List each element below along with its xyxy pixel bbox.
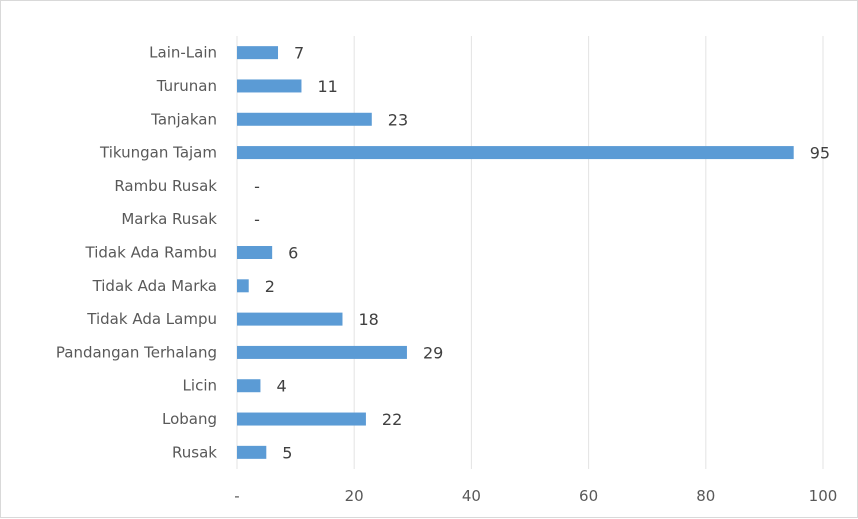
bar [237,312,343,326]
data-label: - [254,210,260,229]
data-label: 4 [276,377,286,396]
data-label: 7 [294,44,304,63]
data-label: 2 [265,277,275,296]
bar [237,112,372,126]
data-label: 29 [423,343,443,362]
bar [237,246,273,259]
category-label: Licin [183,377,217,395]
category-label: Tanjakan [150,110,217,128]
bar [237,79,302,93]
bar [237,412,366,426]
bar [237,146,794,160]
category-label: Tidak Ada Rambu [85,244,217,262]
x-tick-label: - [234,487,239,505]
category-label: Tikungan Tajam [99,144,217,162]
category-label: Marka Rusak [121,210,217,228]
category-label: Turunan [156,77,217,95]
category-label: Tidak Ada Marka [92,277,217,295]
category-label: Rusak [172,443,217,461]
x-tick-label: 80 [696,487,715,505]
category-label: Rambu Rusak [114,177,217,195]
bar [237,445,267,459]
category-label: Lain-Lain [149,44,217,62]
data-label: 6 [288,244,298,263]
data-label: 22 [382,410,402,429]
category-label: Lobang [162,410,217,428]
data-labels: 7 11 23 95 - - 62 18 29 4 22 5 [254,44,830,463]
bar [237,345,407,359]
x-tick-label: 20 [345,487,364,505]
bar [237,46,279,60]
x-axis-tick-labels: - 20 40 60 80 100 [234,487,837,505]
x-tick-label: 40 [462,487,481,505]
x-tick-label: 100 [809,487,838,505]
data-label: 11 [317,77,337,96]
bar [237,379,261,393]
category-label: Pandangan Terhalang [56,343,217,361]
bar [237,279,249,293]
data-label: 23 [388,110,408,129]
data-label: 95 [810,144,830,163]
data-label: 5 [282,443,292,462]
category-labels: Lain-Lain Turunan Tanjakan Tikungan Tajam Ra… [56,44,217,462]
bars [237,46,794,459]
category-label: Tidak Ada Lampu [86,310,217,328]
data-label: 18 [358,310,378,329]
gridlines [236,36,824,469]
x-tick-label: 60 [579,487,598,505]
data-label: - [254,177,260,196]
